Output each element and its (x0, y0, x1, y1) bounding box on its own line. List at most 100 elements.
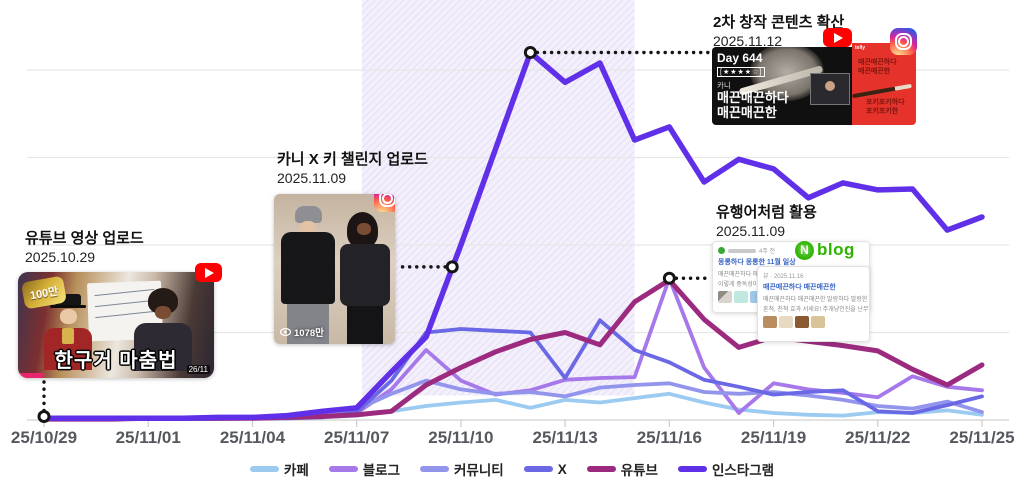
x-tick-label: 25/11/07 (324, 428, 389, 447)
food-photo (779, 316, 793, 328)
artist-name: 카니 (717, 81, 731, 90)
food-photo (795, 316, 809, 328)
annotation-title: 유튜브 영상 업로드 (25, 230, 144, 247)
blog-post-snippet: 혼척, 친척 효과 서세요! 주개냥인진을 난무하는 (763, 307, 870, 313)
instagram-icon (890, 28, 917, 55)
annotation-date: 2025.10.29 (25, 249, 96, 265)
legend-item-cafe[interactable]: 카페 (249, 459, 309, 479)
author-name-redacted (728, 248, 756, 253)
legend-label: 카페 (283, 463, 309, 478)
legend-swatch-community (420, 466, 450, 472)
x-tick-label: 25/11/19 (741, 428, 806, 447)
youtube-icon (823, 28, 852, 47)
blog-post-images (763, 316, 864, 328)
thumbnail-caption: 한구거 마춤법 (54, 350, 178, 372)
view-count-text: 1078만 (294, 328, 324, 339)
food-photo (811, 316, 825, 328)
star-rating: [★★★★☆] (717, 67, 766, 77)
naver-blog-logo: N blog (795, 240, 855, 260)
annotation-date: 2025.11.12 (713, 33, 783, 49)
x-tick-label: 25/11/13 (532, 428, 597, 447)
cat-photo (718, 291, 732, 303)
series-lines (41, 49, 985, 422)
annotation-title: 유행어처럼 활용 (716, 204, 817, 221)
annotation-buzzword: 유행어처럼 활용 2025.11.09 N blog 4주 전 몽롱하다 몽롱한… (712, 204, 892, 342)
marker-buzzword (662, 271, 676, 285)
play-icon (834, 32, 843, 43)
figure-body (281, 232, 335, 304)
legend-label: X (557, 461, 567, 477)
avatar (718, 247, 725, 254)
progress-bar (18, 373, 44, 378)
play-icon (205, 267, 214, 278)
derivative-reel-thumbnail[interactable]: telly ✕ 매끈매끈하다 매끈매끈한 포키포키하다 포키포키한 (852, 43, 916, 125)
x-tick-label: 25/11/22 (845, 428, 910, 447)
event-markers (37, 46, 676, 423)
marker-upload (37, 410, 51, 423)
figure-face (357, 223, 371, 235)
legend-swatch-instagram (677, 466, 707, 472)
legend-swatch-blog (328, 466, 358, 472)
legend-item-blog[interactable]: 블로그 (328, 459, 401, 479)
legend-item-youtube[interactable]: 유튜브 (586, 459, 658, 479)
x-tick-label: 25/11/10 (428, 428, 493, 447)
annotation-derivative: 2차 창작 콘텐츠 확산 2025.11.12 Day 644 [★★★★☆] … (710, 14, 940, 125)
challenge-photo[interactable]: 1078만 (274, 194, 395, 344)
post-meta: 4주 전 (759, 249, 776, 255)
legend-item-community[interactable]: 커뮤니티 (420, 459, 504, 479)
x-tick-label: 25/10/29 (11, 428, 77, 447)
blog-post-header: 4주 전 (718, 246, 864, 255)
annotation-youtube-upload: 유튜브 영상 업로드 2025.10.29 100만 한구거 마춤법 26/11 (18, 230, 223, 378)
video-duration: 26/11 (186, 365, 210, 374)
figure-legs (287, 304, 329, 344)
blog-post-snippet: 매끈매끈하다 매끈매끈한 말랑하다 말랑한 내 (763, 296, 870, 303)
derivative-video-thumbnail[interactable]: Day 644 [★★★★☆] 카니 매끈매끈하다 매끈매끈한 (712, 47, 852, 125)
blog-post-card[interactable]: 뷰 · 2025.11.16 매끈매끈하다 매끈매끈한 매끈매끈하다 매끈매끈한… (757, 266, 870, 342)
picture-in-picture (810, 73, 850, 105)
post-meta: 뷰 · 2025.11.16 (763, 274, 804, 280)
view-count: 1078만 (280, 325, 324, 339)
eye-icon (280, 328, 291, 336)
king-figure (44, 294, 92, 370)
meme-text-bottom: 포키포키하다 포키포키한 (866, 99, 905, 115)
camera-outline (379, 194, 395, 207)
annotation-challenge: 카니 X 키 챌린지 업로드 2025.11.09 1078만 (274, 151, 428, 344)
photo (734, 291, 748, 303)
food-photo (763, 316, 777, 328)
legend-item-instagram[interactable]: 인스타그램 (677, 459, 774, 479)
figure-face (300, 221, 316, 234)
annotation-title: 카니 X 키 챌린지 업로드 (277, 151, 428, 168)
x-tick-label: 25/11/25 (949, 428, 1014, 447)
day-counter: Day 644 (717, 51, 763, 65)
lyric-line-2: 매끈매끈한 (717, 105, 777, 120)
legend-label: 커뮤니티 (454, 463, 504, 478)
cafe-line (42, 391, 984, 421)
youtube-icon (195, 263, 222, 282)
blog-wordmark: blog (817, 240, 855, 259)
watermark: telly (855, 45, 866, 51)
naver-n-icon: N (795, 240, 814, 260)
marker-challenge (445, 260, 459, 274)
figure-beanie (295, 206, 322, 223)
legend-label: 블로그 (362, 463, 401, 478)
blog-post-title: 매끈매끈하다 매끈매끈한 (763, 284, 836, 291)
annotation-title: 2차 창작 콘텐츠 확산 (713, 14, 845, 31)
lyric-line-1: 매끈매끈하다 (717, 90, 789, 105)
youtube-thumbnail[interactable]: 100만 한구거 마춤법 26/11 (18, 272, 214, 378)
chart-legend: 카페 블로그 커뮤니티 X 유튜브 인스타그램 (0, 459, 1024, 479)
figure-legs (347, 306, 383, 344)
blog-post-snippet: 이렇게 중독성이 가득함! (718, 282, 779, 288)
pocky-stick (852, 83, 912, 99)
legend-item-x[interactable]: X (523, 459, 567, 479)
legend-swatch-cafe (249, 466, 279, 472)
marker-spread (523, 46, 537, 59)
pip-face (825, 81, 835, 91)
figure-body (340, 244, 390, 306)
annotation-date: 2025.11.09 (716, 223, 786, 239)
instagram-icon (374, 194, 395, 212)
meme-text-top: 매끈매끈하다 매끈매끈한 (858, 59, 897, 75)
camera-lens (382, 194, 393, 204)
x-tick-label: 25/11/04 (220, 428, 286, 447)
